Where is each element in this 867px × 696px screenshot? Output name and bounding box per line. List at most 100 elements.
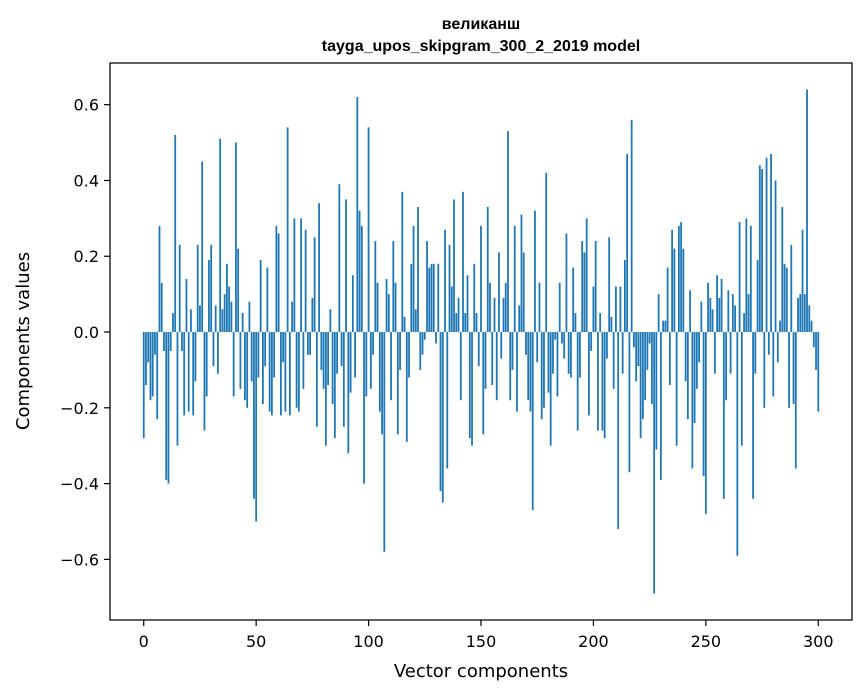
bar	[228, 286, 231, 333]
bar	[250, 332, 253, 382]
bar	[758, 165, 761, 333]
bar	[650, 332, 653, 405]
x-tick-label: 0	[139, 632, 149, 651]
bar	[183, 332, 186, 416]
bar	[374, 241, 377, 333]
y-tick-label: 0.0	[74, 323, 99, 342]
bar	[790, 244, 793, 333]
bar	[633, 332, 635, 348]
bar	[241, 313, 244, 333]
bar	[318, 203, 321, 333]
bar	[653, 332, 656, 594]
bar	[201, 161, 204, 333]
bar	[480, 225, 482, 333]
bar	[482, 332, 485, 435]
bar	[594, 241, 597, 333]
bar	[174, 134, 177, 333]
bar	[641, 332, 644, 420]
bar	[666, 267, 669, 333]
bar	[619, 286, 622, 333]
bar	[311, 297, 314, 333]
bar	[145, 332, 147, 386]
bar	[212, 332, 215, 367]
bar	[288, 332, 291, 416]
y-tick-label: −0.6	[60, 550, 99, 569]
bar	[172, 313, 174, 333]
bar	[516, 332, 518, 412]
bar	[300, 218, 303, 333]
bar	[601, 332, 604, 431]
bar	[178, 244, 181, 333]
bar	[662, 320, 665, 333]
bar	[160, 282, 163, 333]
bar	[450, 286, 453, 333]
bar	[554, 332, 557, 340]
bar	[383, 332, 386, 552]
bar	[493, 297, 496, 333]
bar	[163, 332, 165, 351]
bar	[264, 332, 267, 367]
bar	[698, 332, 700, 363]
bar	[313, 237, 316, 333]
x-tick-label: 300	[803, 632, 834, 651]
bar	[734, 305, 736, 333]
bar	[185, 278, 188, 333]
bar	[477, 332, 480, 367]
bar	[673, 248, 676, 333]
bar	[410, 263, 413, 333]
bar	[635, 332, 638, 382]
bar	[187, 332, 190, 412]
bar	[459, 332, 462, 401]
bar	[408, 332, 410, 378]
bar	[767, 332, 770, 355]
bar	[722, 332, 725, 499]
bar	[322, 332, 325, 389]
bar	[549, 332, 552, 446]
bar	[437, 263, 440, 333]
bar	[455, 313, 458, 333]
bar	[761, 169, 763, 333]
bar	[235, 142, 237, 333]
bar	[675, 332, 678, 446]
bar	[599, 313, 602, 333]
bar	[293, 218, 296, 333]
bar	[457, 297, 460, 333]
bar	[740, 332, 743, 446]
bar	[700, 301, 703, 333]
bar	[815, 332, 817, 370]
bar	[498, 252, 500, 333]
bar	[369, 332, 372, 389]
bar	[799, 294, 802, 333]
bar	[520, 214, 523, 333]
bar	[291, 301, 294, 333]
bar	[351, 275, 354, 333]
bar	[190, 309, 192, 333]
bar	[277, 233, 280, 333]
bar	[581, 241, 584, 333]
bar	[812, 332, 815, 348]
bar	[423, 332, 426, 340]
chart-title-line-1: великанш	[442, 16, 520, 33]
bar	[246, 332, 249, 408]
bar	[749, 225, 752, 333]
bar	[403, 316, 406, 333]
bar	[646, 332, 649, 370]
bar	[444, 229, 446, 333]
bar	[208, 260, 210, 333]
bar	[399, 332, 401, 370]
bar	[794, 332, 797, 469]
bar	[803, 294, 806, 333]
bar	[657, 294, 660, 333]
bar	[489, 282, 491, 333]
bar	[462, 191, 464, 333]
bar	[448, 244, 451, 333]
bar	[792, 332, 795, 405]
y-tick-label: 0.4	[74, 171, 99, 190]
bar	[345, 199, 347, 333]
bar	[259, 260, 262, 333]
bar	[304, 229, 307, 333]
bar	[754, 332, 757, 374]
bar	[199, 305, 201, 333]
bar	[509, 332, 512, 401]
bar	[585, 218, 588, 333]
